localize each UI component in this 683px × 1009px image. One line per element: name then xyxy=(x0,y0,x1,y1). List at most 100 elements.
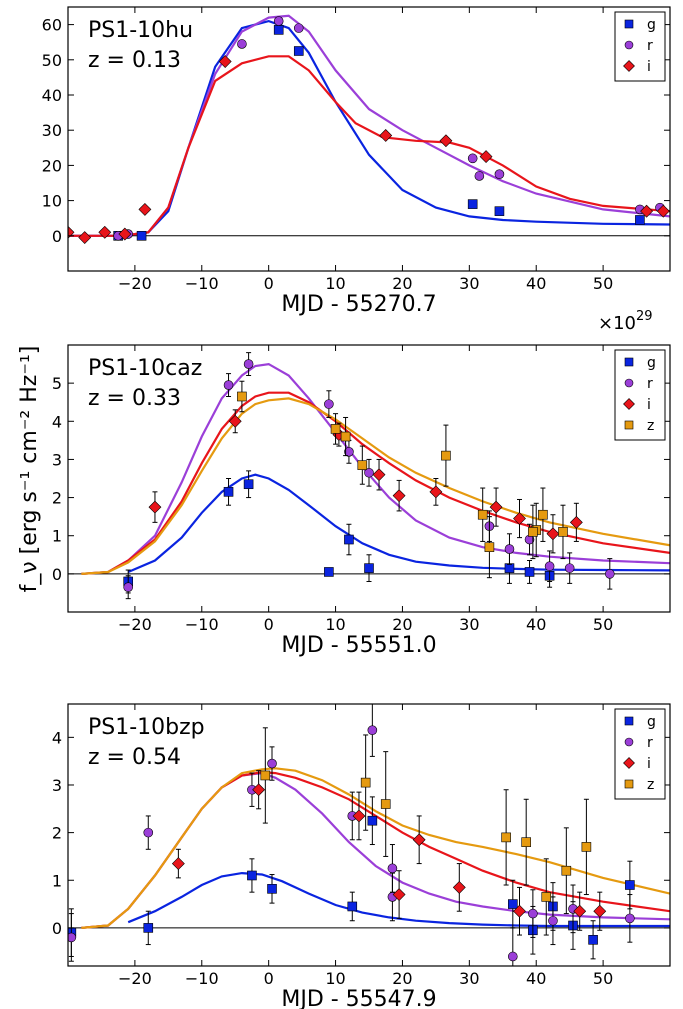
legend-marker-i xyxy=(623,60,635,72)
data-point-i xyxy=(98,225,112,239)
data-point-z xyxy=(357,460,368,470)
legend-marker-i xyxy=(623,757,635,769)
data-point-r xyxy=(604,569,615,579)
data-point-i xyxy=(138,202,152,216)
y-tick-label: 4 xyxy=(52,412,62,431)
data-point-g xyxy=(243,479,254,490)
data-point-i xyxy=(656,204,670,218)
y-tick-label: 2 xyxy=(52,489,62,508)
data-point-z xyxy=(260,770,271,781)
data-point-i xyxy=(392,489,406,503)
plot-frame xyxy=(67,6,671,272)
data-point-z xyxy=(521,837,531,847)
data-point-g xyxy=(635,215,645,225)
x-tick-label: 20 xyxy=(392,969,412,988)
legend-label-g: g xyxy=(647,17,656,33)
data-point-z xyxy=(360,777,371,788)
legend-label-i: i xyxy=(647,59,651,75)
x-tick-label: 10 xyxy=(325,615,345,634)
data-point-g xyxy=(504,563,515,573)
data-point-r xyxy=(267,758,277,769)
data-point-r xyxy=(387,863,398,874)
data-point-r xyxy=(474,171,485,181)
x-tick-label: 50 xyxy=(593,274,613,293)
legend-marker-z xyxy=(624,420,634,430)
x-tick-label: 30 xyxy=(459,615,479,634)
data-point-z xyxy=(528,527,538,537)
data-point-g xyxy=(273,25,284,35)
legend-marker-z xyxy=(624,779,634,789)
data-point-i xyxy=(513,512,526,525)
x-tick-label: 20 xyxy=(392,615,412,634)
data-point-g xyxy=(324,567,334,577)
y-tick-label: 0 xyxy=(52,227,62,246)
data-point-g xyxy=(136,231,147,241)
legend-label-g: g xyxy=(647,714,656,730)
data-point-r xyxy=(528,908,538,919)
data-point-i xyxy=(352,809,366,823)
x-tick-label: 40 xyxy=(526,969,546,988)
model-curve-z xyxy=(81,767,670,929)
data-point-i xyxy=(412,833,426,847)
x-tick-label: 0 xyxy=(264,969,274,988)
data-point-g xyxy=(524,567,535,577)
x-tick-label: −10 xyxy=(185,274,219,293)
data-point-g xyxy=(508,899,518,909)
legend-marker-g xyxy=(624,716,634,726)
data-point-i xyxy=(68,225,75,239)
data-point-r xyxy=(324,399,334,409)
data-point-i xyxy=(392,888,406,901)
legend-label-i: i xyxy=(647,397,651,413)
legend: gri xyxy=(614,11,666,82)
data-point-r xyxy=(564,563,575,573)
panel-3: −20 −10 0 10 20 30 40 50 0 1 2 3 4 MJD - 55547.9 PS1-1… xyxy=(52,703,671,1009)
data-point-r xyxy=(273,16,284,26)
y-tick-label: 3 xyxy=(52,776,62,795)
x-tick-label: 20 xyxy=(392,274,412,293)
data-point-i xyxy=(479,150,493,164)
x-tick-label: 40 xyxy=(526,615,546,634)
multiplier-exponent: 29 xyxy=(636,309,653,324)
plot-area xyxy=(68,352,670,600)
data-point-z xyxy=(581,842,592,852)
y-tick-label: 10 xyxy=(42,192,62,211)
data-point-i xyxy=(452,880,466,894)
data-point-r xyxy=(504,544,515,554)
data-point-i xyxy=(546,527,560,541)
x-tick-label: −20 xyxy=(118,274,152,293)
data-point-z xyxy=(561,865,572,876)
object-name: PS1-10caz xyxy=(88,356,202,381)
data-point-r xyxy=(625,913,635,924)
data-point-i xyxy=(489,500,503,514)
x-tick-label: 30 xyxy=(459,969,479,988)
x-axis-label: MJD - 55270.7 xyxy=(281,292,436,317)
model-curve-i xyxy=(81,391,670,575)
model-curve-g xyxy=(127,871,670,928)
data-point-r xyxy=(544,561,555,572)
data-point-i xyxy=(640,204,654,218)
model-curve-i xyxy=(68,55,670,237)
object-name: PS1-10bzp xyxy=(88,715,205,740)
legend-box xyxy=(614,11,666,82)
legend-marker-g xyxy=(624,19,634,29)
data-point-i xyxy=(78,231,92,244)
legend-marker-i xyxy=(623,398,635,410)
data-point-i xyxy=(429,485,443,499)
x-tick-label: 0 xyxy=(264,274,274,293)
data-point-z xyxy=(501,832,511,843)
x-tick-label: 10 xyxy=(325,969,345,988)
y-tick-label: 2 xyxy=(52,824,62,843)
data-point-g xyxy=(588,934,598,945)
data-point-i xyxy=(439,134,453,148)
model-curve-r xyxy=(81,362,670,575)
data-point-r xyxy=(508,951,518,962)
x-tick-label: −20 xyxy=(118,615,152,634)
data-point-r xyxy=(243,359,254,369)
data-point-z xyxy=(477,509,488,520)
data-point-g xyxy=(494,206,505,216)
plot-frame xyxy=(67,703,671,967)
legend-label-z: z xyxy=(647,777,654,793)
x-tick-label: 40 xyxy=(526,274,546,293)
